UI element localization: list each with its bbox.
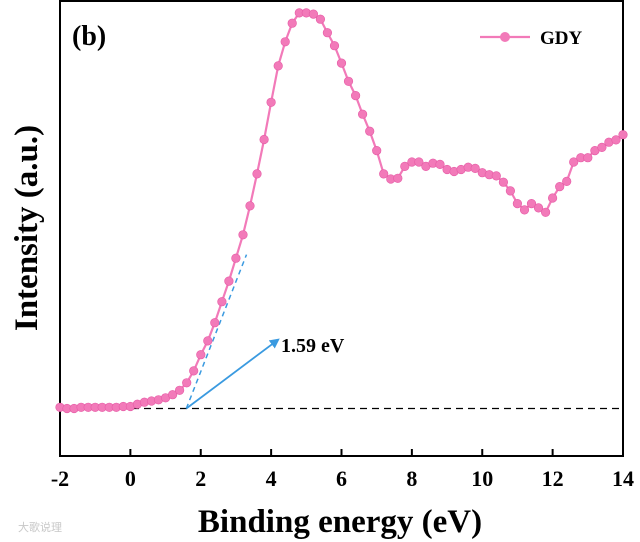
data-point	[569, 157, 579, 167]
data-point	[315, 14, 326, 24]
data-point	[280, 37, 290, 47]
watermark-text: 大歌说理	[18, 520, 62, 534]
data-point	[336, 58, 347, 68]
tangent-line	[185, 254, 248, 409]
data-point	[266, 97, 276, 107]
data-point	[400, 161, 410, 171]
data-point	[618, 130, 628, 140]
data-point	[259, 134, 269, 145]
x-tick-label: 6	[336, 466, 347, 491]
data-point	[533, 203, 544, 213]
data-point	[470, 163, 480, 173]
x-tick-label: 2	[195, 466, 206, 491]
series-markers-gdy	[55, 8, 628, 414]
x-axis-title: Binding energy (eV)	[198, 504, 482, 540]
x-tick-label: 8	[406, 466, 417, 491]
data-point	[308, 9, 319, 19]
data-point	[168, 390, 178, 400]
legend-marker	[500, 32, 510, 42]
data-point	[175, 385, 185, 395]
y-axis-title: Intensity (a.u.)	[9, 125, 45, 331]
data-point	[414, 157, 424, 167]
data-point	[505, 186, 516, 196]
data-point	[245, 201, 255, 211]
data-point	[196, 350, 206, 360]
data-point	[526, 199, 537, 209]
panel-label: (b)	[72, 21, 106, 52]
x-tick-label: 12	[542, 466, 564, 491]
x-tick-label: 0	[125, 466, 136, 491]
data-point	[217, 297, 227, 307]
data-point	[343, 76, 354, 86]
data-point	[547, 193, 558, 203]
data-point	[329, 41, 340, 51]
legend: GDY	[480, 28, 583, 49]
data-point	[287, 18, 297, 28]
data-point	[512, 199, 523, 209]
data-point	[252, 169, 262, 179]
annotation-label: 1.59 eV	[281, 335, 345, 357]
data-point	[203, 336, 213, 346]
data-point	[372, 146, 382, 156]
data-point	[238, 230, 248, 240]
data-point	[519, 205, 530, 215]
x-tick-label: 14	[612, 466, 634, 491]
annotation-arrow	[185, 338, 280, 410]
data-point	[583, 153, 593, 163]
data-point	[491, 171, 501, 181]
data-point	[210, 318, 220, 328]
data-point	[322, 28, 333, 38]
data-point	[555, 182, 565, 192]
data-point	[189, 366, 199, 376]
data-point	[435, 159, 445, 169]
data-point	[540, 207, 551, 217]
legend-label: GDY	[540, 28, 583, 49]
x-axis-ticks: -2 0 2 4 6 8 10 12 14	[51, 449, 634, 491]
data-point	[182, 378, 192, 388]
data-point	[231, 253, 241, 263]
data-point	[562, 176, 572, 186]
data-point	[597, 142, 607, 152]
x-tick-label: 10	[471, 466, 493, 491]
plot-frame	[59, 0, 624, 457]
data-point	[351, 90, 361, 101]
data-point	[273, 61, 283, 71]
data-point	[224, 276, 234, 286]
data-point	[393, 173, 403, 183]
data-point	[365, 126, 375, 136]
data-point	[498, 177, 509, 187]
data-point	[358, 109, 368, 119]
data-point	[379, 169, 389, 179]
data-point	[611, 135, 621, 145]
x-tick-label: 4	[266, 466, 277, 491]
x-tick-label: -2	[51, 466, 69, 491]
